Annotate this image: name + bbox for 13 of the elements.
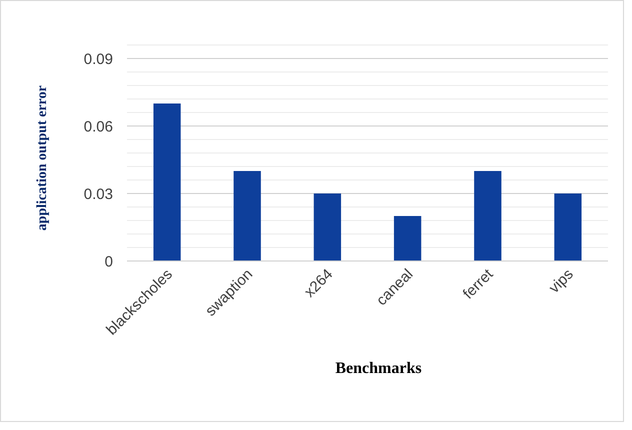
bar	[394, 216, 422, 261]
bar	[314, 194, 342, 261]
bar	[234, 171, 261, 261]
y-tick-label: 0	[104, 253, 113, 270]
x-tick-label: vips	[546, 266, 577, 297]
y-tick-label: 0.06	[84, 118, 113, 136]
bar	[474, 171, 502, 261]
x-axis-title: Benchmarks	[335, 360, 422, 377]
bar	[554, 194, 582, 261]
y-tick-label: 0.09	[84, 50, 113, 68]
y-tick-label: 0.03	[84, 186, 113, 203]
bar	[153, 104, 181, 261]
y-axis-title: application output error	[35, 85, 50, 231]
